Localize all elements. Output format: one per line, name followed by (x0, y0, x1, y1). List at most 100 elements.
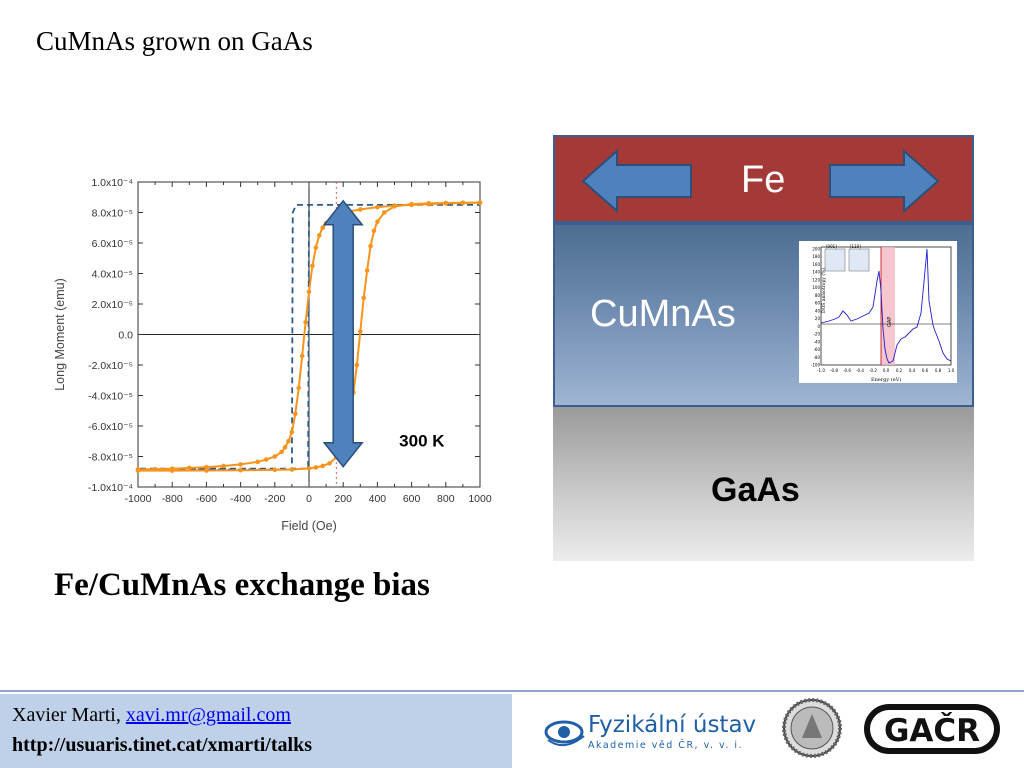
inset-x-tick-label: 0.4 (909, 368, 916, 373)
data-point (460, 200, 466, 206)
x-tick-label: 1000 (468, 493, 492, 505)
data-point (272, 467, 278, 473)
x-tick-label: -800 (162, 493, 183, 505)
x-tick-label: 200 (334, 493, 352, 505)
data-point (221, 463, 226, 469)
y-tick-label: 6.0x10⁻⁵ (92, 238, 133, 250)
data-point (375, 204, 380, 210)
gacr-logo: GAČR (862, 700, 1002, 758)
y-tick-label: 2.0x10⁻⁵ (92, 299, 133, 311)
y-tick-label: -4.0x10⁻⁵ (88, 391, 133, 403)
data-point (296, 385, 302, 391)
data-point (443, 200, 449, 206)
gaas-layer: GaAs (553, 407, 974, 561)
x-tick-label: -1000 (125, 493, 152, 505)
data-point (364, 268, 370, 273)
inset-y-tick-label: 20 (815, 316, 821, 321)
data-point (306, 289, 312, 295)
x-axis-label: Field (Oe) (281, 519, 337, 533)
data-point (282, 445, 288, 450)
data-point (327, 461, 332, 466)
y-tick-label: -1.0x10⁻⁴ (88, 482, 133, 494)
cumnas-layer: CuMnAs [001] [110] GAP 200 180 160 140 120 10… (553, 223, 974, 407)
data-point (293, 411, 298, 417)
data-point (375, 219, 380, 224)
inset-y-tick-label: 120 (812, 277, 820, 282)
x-tick-label: -600 (196, 493, 217, 505)
data-point (477, 200, 483, 205)
inset-x-tick-label: 0.0 (883, 368, 890, 373)
inset-y-tick-label: 0 (817, 324, 820, 329)
series-line-0 (137, 201, 481, 471)
data-point (303, 320, 308, 325)
inset-box-label: [001] (826, 244, 837, 249)
talks-url[interactable]: http://usuaris.tinet.cat/xmarti/talks (12, 734, 312, 756)
data-point (289, 467, 295, 472)
inset-y-tick-label: 100 (812, 285, 820, 290)
fzu-logo-svg: Fyzikální ústav Akademie věd ČR, v. v. i… (544, 712, 756, 751)
inset-y-tick-label: 200 (812, 247, 820, 252)
data-point (169, 468, 175, 473)
fe-label: Fe (741, 159, 786, 201)
data-point (361, 295, 367, 301)
inset-y-tick-label: 80 (815, 293, 821, 298)
dos-curve (820, 248, 952, 364)
data-point (238, 467, 243, 473)
x-tick-label: -200 (264, 493, 285, 505)
inset-x-tick-label: -0.6 (843, 368, 851, 373)
inset-ylabel: DOS anisotropy (%) (820, 268, 827, 313)
author-line: Xavier Marti, xavi.mr@gmail.com (12, 704, 291, 727)
y-tick-label: 1.0x10⁻⁴ (91, 177, 133, 189)
fzu-logo: Fyzikální ústav Akademie věd ČR, v. v. i… (544, 706, 756, 756)
data-point (255, 459, 260, 465)
moment-span-arrow-icon (322, 199, 364, 468)
email-link[interactable]: xavi.mr@gmail.com (125, 704, 291, 726)
data-point (289, 429, 295, 435)
y-tick-label: -2.0x10⁻⁵ (88, 360, 133, 372)
slide-title: CuMnAs grown on GaAs (36, 26, 313, 56)
y-tick-label: -8.0x10⁻⁵ (88, 452, 133, 464)
data-point (263, 457, 269, 462)
footer-divider (0, 690, 1024, 692)
data-point (204, 468, 209, 473)
y-axis-label: Long Moment (emu) (53, 278, 67, 391)
left-arrow-icon (581, 148, 692, 214)
data-point (286, 438, 291, 444)
x-tick-label: 400 (369, 493, 387, 505)
footer-contact: Xavier Marti, xavi.mr@gmail.com http://u… (0, 694, 512, 768)
slide-caption: Fe/CuMnAs exchange bias (54, 567, 430, 603)
x-tick-label: 0 (306, 493, 312, 505)
data-point (238, 462, 243, 467)
inset-y-tick-label: 60 (815, 301, 821, 306)
data-point (354, 362, 360, 368)
inset-x-tick-label: -0.8 (830, 368, 838, 373)
inset-y-tick-label: -40 (813, 339, 820, 344)
x-tick-label: 600 (403, 493, 421, 505)
right-arrow-icon (829, 148, 940, 214)
dos-inset-svg: [001] [110] GAP 200180160140120100806040… (811, 244, 955, 383)
gacr-text: GAČR (884, 712, 980, 749)
data-point (310, 263, 315, 269)
x-tick-label: 800 (437, 493, 455, 505)
data-point (299, 353, 305, 359)
data-point (279, 449, 284, 455)
y-tick-label: 0.0 (118, 330, 133, 342)
data-point (306, 466, 312, 471)
gap-label: GAP (887, 317, 893, 327)
inset-y-tick-label: 160 (812, 262, 820, 267)
inset-x-tick-label: 0.2 (896, 368, 903, 373)
magnetization-arrows (581, 148, 940, 214)
x-tick-label: -400 (230, 493, 251, 505)
inset-xlabel: Energy (eV) (871, 376, 901, 383)
data-point (320, 463, 325, 469)
inset-x-tick-label: 1.0 (948, 368, 955, 373)
fzu-subtitle: Akademie věd ČR, v. v. i. (588, 739, 743, 751)
data-point (313, 465, 319, 470)
inset-y-tick-label: 140 (812, 270, 820, 275)
inset-y-tick-label: -60 (813, 347, 820, 352)
data-point (204, 464, 209, 470)
gap-region (881, 247, 895, 365)
fe-layer: Fe (553, 135, 974, 223)
data-point (272, 454, 278, 459)
data-point (392, 204, 397, 209)
